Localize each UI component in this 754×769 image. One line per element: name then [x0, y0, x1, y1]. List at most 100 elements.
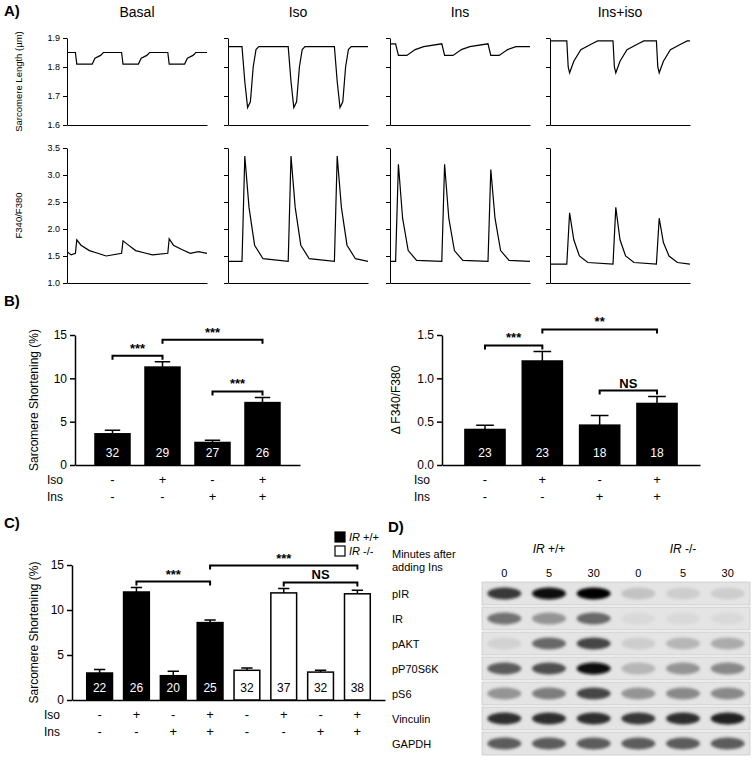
- bar: [197, 623, 223, 700]
- band: [621, 588, 655, 600]
- y-tick: [386, 229, 390, 230]
- panel-label: C): [4, 514, 20, 531]
- label-part: IR: [670, 542, 682, 556]
- n-label: 37: [277, 681, 291, 695]
- y-tick: [386, 67, 390, 68]
- time-label: 5: [680, 567, 686, 579]
- plot-area: [228, 156, 368, 261]
- trace: [228, 47, 368, 108]
- y-tick: 3.0: [47, 170, 67, 180]
- line-chart: Ins+iso: [546, 4, 691, 126]
- band: [532, 663, 566, 675]
- y-axis-line: [228, 149, 229, 284]
- line-chart: [546, 149, 691, 284]
- figure-root: A)B)C)D)1.61.71.81.9BasalSarcomere Lengt…: [0, 0, 754, 769]
- y-axis: [224, 39, 229, 126]
- significance-bracket: [213, 391, 263, 395]
- label-part: IR: [349, 531, 360, 543]
- y-axis-title: Sarcomere Length (µm): [13, 31, 24, 132]
- x-axis-line: [391, 125, 531, 126]
- condition-value: +: [259, 472, 267, 487]
- y-axis-line: [67, 149, 68, 284]
- condition-name: Ins: [44, 725, 60, 739]
- significance-label: ***: [230, 376, 246, 391]
- panel-label: A): [4, 2, 20, 19]
- row-label: GAPDH: [392, 738, 431, 750]
- y-axis-line: [75, 336, 77, 466]
- plot-area: [67, 53, 207, 65]
- band: [577, 713, 611, 725]
- y-tick: 0.0: [417, 458, 442, 472]
- band: [621, 663, 655, 675]
- x-axis-line: [68, 283, 208, 284]
- y-tick-mark: [224, 96, 228, 97]
- y-tick-mark: [437, 335, 442, 337]
- y-tick: 1.5: [417, 328, 442, 342]
- y-tick: [386, 148, 390, 149]
- significance-label: NS: [312, 567, 330, 582]
- y-tick-label: 1.5: [417, 328, 434, 342]
- y-tick: 0.5: [417, 415, 442, 429]
- band: [666, 738, 700, 750]
- y-tick: [224, 175, 228, 176]
- y-tick: [546, 38, 550, 39]
- band: [711, 613, 745, 625]
- y-tick: [546, 67, 550, 68]
- bar: [522, 361, 562, 465]
- bar-chart: 05101532292726Iso-+-+Ins--++*********Sar…: [27, 325, 301, 504]
- significance-label: **: [595, 314, 606, 329]
- y-tick-mark: [386, 202, 390, 203]
- y-tick: [224, 283, 228, 284]
- y-tick-label: 2.5: [47, 197, 60, 207]
- y-tick-mark: [386, 229, 390, 230]
- y-axis-line: [228, 39, 229, 126]
- x-axis-line: [73, 700, 386, 702]
- y-axis-title: Δ F340/F380: [389, 365, 403, 434]
- y-tick-mark: [546, 125, 550, 126]
- y-tick-label: 1.8: [47, 62, 60, 72]
- band: [577, 688, 611, 700]
- band: [532, 638, 566, 650]
- band: [711, 738, 745, 750]
- condition-value: -: [97, 707, 101, 722]
- y-tick-label: 5: [60, 415, 67, 429]
- y-tick: [386, 125, 390, 126]
- y-tick-label: 1.9: [47, 33, 60, 43]
- y-tick: [546, 202, 550, 203]
- row-label: pIR: [392, 588, 409, 600]
- x-axis: [229, 125, 369, 126]
- band: [577, 588, 611, 600]
- y-tick: 1.0: [47, 278, 67, 288]
- y-axis: [386, 149, 391, 284]
- y-tick-mark: [546, 229, 550, 230]
- legend-swatch: [335, 532, 345, 542]
- y-tick-mark: [63, 256, 67, 257]
- band: [711, 638, 745, 650]
- y-tick: 15: [54, 328, 75, 342]
- error-bar: [315, 670, 326, 672]
- label-part: IR: [349, 545, 360, 557]
- y-tick: 1.5: [47, 251, 67, 261]
- trace: [550, 207, 690, 264]
- n-label: 23: [536, 446, 550, 460]
- y-axis-line: [442, 336, 444, 466]
- y-tick: [546, 283, 550, 284]
- x-axis-line: [391, 283, 531, 284]
- chart-title: Iso: [289, 4, 308, 20]
- error-bar: [131, 588, 142, 593]
- y-tick-mark: [386, 256, 390, 257]
- trace: [390, 44, 530, 56]
- legend-swatch: [335, 546, 345, 556]
- y-tick-mark: [63, 202, 67, 203]
- plot-area: [67, 239, 207, 256]
- condition-value: -: [110, 489, 114, 504]
- blot-strip: [482, 657, 750, 680]
- error-bar: [255, 397, 270, 402]
- blot-strip: [482, 682, 750, 705]
- line-chart: 1.01.52.02.53.03.5F340/F380: [13, 143, 208, 288]
- x-axis: [68, 283, 208, 284]
- error-bar: [155, 362, 170, 367]
- panel-label: D): [388, 518, 404, 535]
- condition-value: -: [483, 489, 487, 504]
- error-bar: [168, 671, 179, 676]
